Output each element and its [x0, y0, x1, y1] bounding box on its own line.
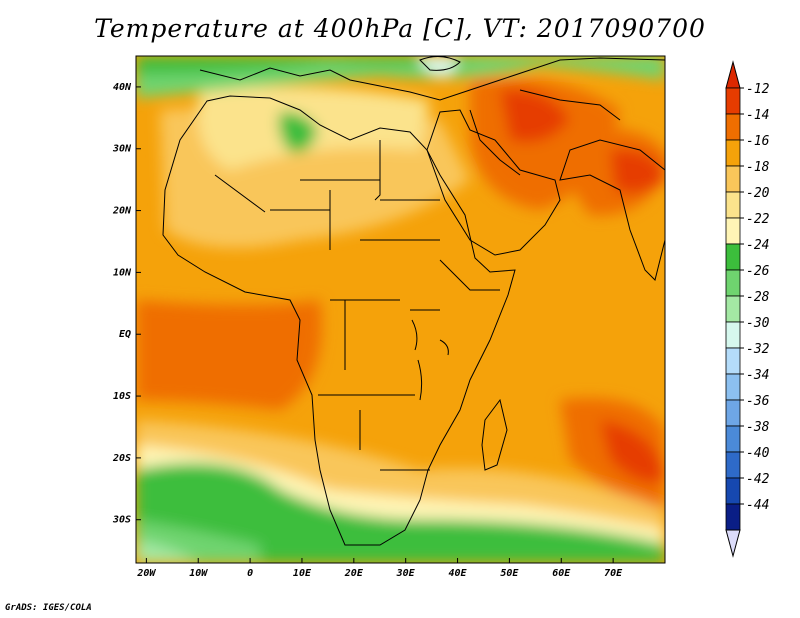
- colorbar-label: -26: [746, 264, 770, 279]
- field-south-green: [136, 463, 665, 563]
- colorbar-label: -20: [746, 186, 770, 201]
- colorbar-label: -24: [746, 238, 769, 253]
- field-algeria-green: [278, 111, 318, 153]
- africa-outline: [162, 95, 516, 546]
- y-tick-label: EQ: [119, 329, 131, 340]
- colorbar-swatch: [725, 451, 741, 479]
- field-black-sea-cold: [418, 56, 457, 78]
- plot-frame: [135, 55, 666, 564]
- field-iraq-hot: [500, 89, 570, 143]
- x-tick-label: 70E: [604, 568, 623, 579]
- madagascar-outline: [481, 398, 508, 471]
- colorbar-swatch: [725, 399, 741, 427]
- y-tick-label: 10N: [113, 267, 132, 278]
- rift-lakes: [411, 319, 449, 401]
- colorbar-label: -32: [746, 342, 770, 357]
- coastlines: [162, 56, 665, 546]
- colorbar-label: -18: [746, 160, 770, 175]
- field-indian-hot: [600, 420, 665, 483]
- x-tick-label: 60E: [552, 568, 571, 579]
- colorbar-label: -36: [746, 394, 770, 409]
- colorbar-swatch: [725, 243, 741, 271]
- colorbar-swatch: [725, 503, 741, 531]
- colorbar-label: -42: [746, 472, 770, 487]
- mediterranean-coast: [199, 57, 665, 101]
- field-south-palegreen: [136, 540, 200, 563]
- x-tick-label: 50E: [500, 568, 519, 579]
- colorbar-label: -28: [746, 290, 770, 305]
- map-title: Temperature at 400hPa [C], VT: 201709070…: [94, 14, 706, 43]
- colorbar-label: -30: [746, 316, 770, 331]
- colorbar-swatch: [725, 139, 741, 167]
- country-borders: [214, 140, 500, 471]
- colorbar-swatch: [725, 373, 741, 401]
- middle-east-borders: [469, 89, 621, 176]
- y-tick-label: 20N: [112, 206, 132, 217]
- colorbar-label: -40: [746, 446, 770, 461]
- field-atlantic-warm: [136, 300, 322, 410]
- y-tick-label: 10S: [113, 391, 131, 402]
- y-tick-label: 20S: [112, 453, 131, 464]
- colorbar-top-arrow: [725, 60, 741, 89]
- colorbar-swatch: [725, 321, 741, 349]
- colorbar-swatch: [725, 269, 741, 297]
- colorbar-swatch: [725, 217, 741, 245]
- x-tick-label: 10W: [189, 568, 208, 579]
- colorbar-bottom-arrow: [725, 529, 741, 558]
- x-tick-label: 10E: [293, 568, 312, 579]
- colorbar-swatch: [725, 87, 741, 115]
- colorbar-swatch: [725, 295, 741, 323]
- x-axis: 20W 10W 0 10E 20E 30E 40E 50E 60E 70E: [136, 558, 623, 579]
- colorbar-swatch: [725, 477, 741, 505]
- colorbar: -12 -14 -16 -18 -20 -22 -24 -26 -28 -30 -32 -34 -36 -…: [725, 60, 770, 558]
- x-tick-label: 40E: [449, 568, 468, 579]
- colorbar-label: -16: [746, 134, 770, 149]
- colorbar-label: -12: [746, 82, 770, 97]
- india-outline: [559, 139, 665, 281]
- y-tick-label: 40N: [113, 82, 132, 93]
- credit-text: GrADS: IGES/COLA: [5, 603, 92, 613]
- colorbar-label: -38: [746, 420, 770, 435]
- y-tick-label: 30S: [112, 515, 131, 526]
- x-tick-label: 30E: [396, 568, 416, 579]
- x-tick-label: 0: [247, 568, 253, 579]
- colorbar-swatch: [725, 165, 741, 193]
- y-tick-label: 30N: [112, 144, 132, 155]
- colorbar-swatch: [725, 425, 741, 453]
- arabia-outline: [426, 109, 561, 256]
- x-tick-label: 20W: [136, 568, 156, 579]
- x-tick-label: 20E: [344, 568, 364, 579]
- colorbar-label: -44: [746, 498, 769, 513]
- colorbar-label: -22: [746, 212, 770, 227]
- colorbar-swatch: [725, 113, 741, 141]
- colorbar-label: -34: [746, 368, 769, 383]
- field-med-green: [136, 56, 480, 74]
- black-sea-outline: [419, 56, 461, 71]
- temperature-field: [136, 56, 665, 563]
- colorbar-swatch: [725, 191, 741, 219]
- colorbar-label: -14: [746, 108, 769, 123]
- field-india-hot: [610, 149, 665, 194]
- colorbar-swatch: [725, 347, 741, 375]
- y-axis: 40N 30N 20N 10N EQ 10S 20S 30S: [112, 82, 141, 526]
